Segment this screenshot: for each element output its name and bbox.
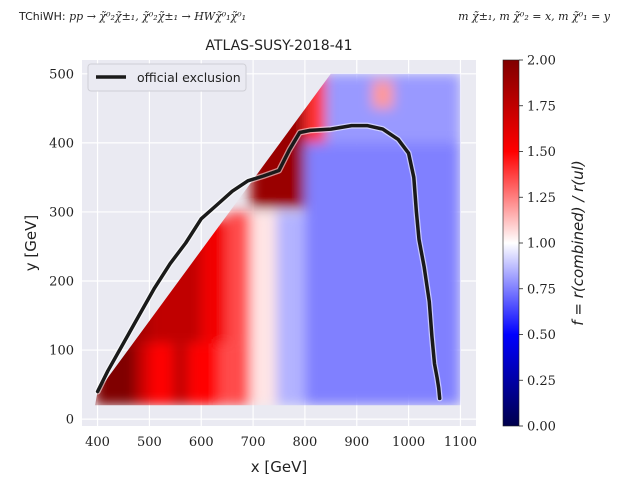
exclusion-contour — [94, 122, 443, 402]
colorbar-tick-label: 0.75 — [527, 282, 556, 297]
header-process-formula: pp → χ̃⁰₂χ̃±₁, χ̃⁰₂χ̃±₁ → HWχ̃⁰₁χ̃⁰₁ — [69, 10, 247, 23]
colorbar-tick-label: 1.75 — [527, 99, 556, 114]
y-tick-label: 400 — [49, 136, 74, 151]
y-tick-label: 0 — [66, 413, 74, 428]
y-tick-label: 100 — [49, 344, 74, 359]
colorbar-tick-label: 1.25 — [527, 191, 556, 206]
colorbar-label: f = r(combined) / r(ul) — [569, 160, 587, 325]
colorbar-tick-label: 0.50 — [527, 328, 556, 343]
x-tick-label: 700 — [241, 435, 266, 450]
heatmap-cell — [172, 343, 189, 406]
x-tick-label: 1100 — [444, 435, 477, 450]
colorbar-ticks: 0.00 0.25 0.50 0.75 1.00 1.25 1.50 1.75 2.00 — [519, 54, 556, 435]
figure-header-left: TChiWH: pp → χ̃⁰₂χ̃±₁, χ̃⁰₂χ̃±₁ → HWχ̃⁰₁… — [19, 10, 246, 23]
y-tick-labels: 0 100 200 300 400 500 — [49, 67, 74, 427]
colorbar-tick-label: 1.50 — [527, 145, 556, 160]
heatmap-cell — [372, 80, 394, 109]
x-tick-label: 1000 — [392, 435, 425, 450]
colorbar-tick-label: 2.00 — [527, 54, 556, 69]
x-tick-label: 600 — [189, 435, 214, 450]
colorbar-tick-label: 0.00 — [527, 420, 556, 435]
colorbar: 0.00 0.25 0.50 0.75 1.00 1.25 1.50 1.75 2.00 f =… — [502, 54, 587, 435]
x-tick-label: 800 — [293, 435, 318, 450]
colorbar-tick-label: 1.00 — [527, 237, 556, 252]
heatmap-cell — [188, 343, 220, 406]
header-model-label: TChiWH: — [19, 10, 66, 23]
legend-frame — [87, 63, 247, 92]
y-tick-label: 200 — [49, 274, 74, 289]
x-tick-label: 400 — [85, 435, 110, 450]
heatmap-cell — [227, 211, 251, 344]
colorbar-tick-label: 0.25 — [527, 374, 556, 389]
x-tick-label: 900 — [344, 435, 369, 450]
colorbar-gradient — [502, 59, 520, 427]
heatmap-cell — [136, 343, 150, 406]
legend: official exclusion — [87, 63, 247, 92]
legend-entry-official-exclusion: official exclusion — [137, 70, 241, 85]
y-tick-label: 500 — [49, 67, 74, 82]
chart-title: ATLAS-SUSY-2018-41 — [205, 38, 352, 54]
exclusion-line — [95, 123, 442, 401]
heatmap-cell — [149, 343, 173, 406]
heatmap-cell — [219, 343, 251, 406]
heatmap-cell — [276, 211, 305, 406]
y-tick-label: 300 — [49, 205, 74, 220]
x-tick-labels: 400 500 600 700 800 900 1000 1100 — [85, 435, 477, 450]
figure-header-right: m χ̃±₁, m χ̃⁰₂ = x, m χ̃⁰₁ = y — [458, 10, 610, 23]
x-axis-label: x [GeV] — [251, 458, 307, 476]
heatmap-cell — [250, 211, 277, 406]
x-tick-label: 500 — [137, 435, 162, 450]
y-axis-label: y [GeV] — [22, 215, 40, 271]
